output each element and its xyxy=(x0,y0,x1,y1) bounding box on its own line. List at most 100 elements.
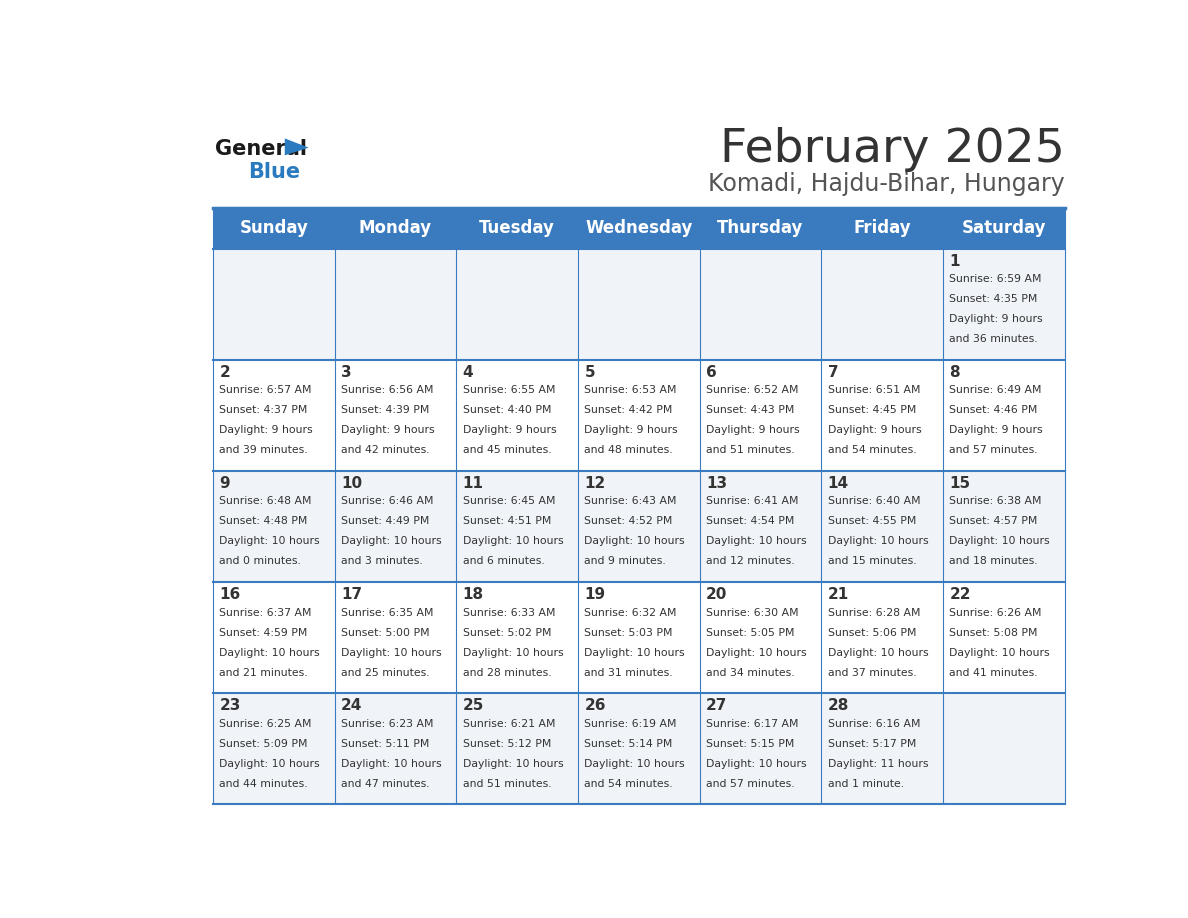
Text: Sunrise: 6:37 AM: Sunrise: 6:37 AM xyxy=(220,608,312,618)
Text: 19: 19 xyxy=(584,587,606,602)
Text: 18: 18 xyxy=(462,587,484,602)
Text: Sunrise: 6:38 AM: Sunrise: 6:38 AM xyxy=(949,497,1042,507)
Text: 2: 2 xyxy=(220,364,230,380)
Text: Sunrise: 6:35 AM: Sunrise: 6:35 AM xyxy=(341,608,434,618)
Text: Daylight: 9 hours: Daylight: 9 hours xyxy=(949,425,1043,435)
Text: February 2025: February 2025 xyxy=(720,127,1064,172)
Text: Sunrise: 6:59 AM: Sunrise: 6:59 AM xyxy=(949,274,1042,285)
Text: 4: 4 xyxy=(462,364,473,380)
Text: and 41 minutes.: and 41 minutes. xyxy=(949,667,1038,677)
Text: 12: 12 xyxy=(584,476,606,491)
Text: Sunset: 5:08 PM: Sunset: 5:08 PM xyxy=(949,628,1038,638)
Bar xyxy=(213,693,1064,804)
Text: 25: 25 xyxy=(462,698,484,713)
Text: and 47 minutes.: and 47 minutes. xyxy=(341,778,430,789)
Text: and 0 minutes.: and 0 minutes. xyxy=(220,556,302,566)
Text: 16: 16 xyxy=(220,587,241,602)
Text: Daylight: 10 hours: Daylight: 10 hours xyxy=(462,647,563,657)
Text: Sunrise: 6:51 AM: Sunrise: 6:51 AM xyxy=(828,386,921,396)
Text: Sunrise: 6:16 AM: Sunrise: 6:16 AM xyxy=(828,719,921,729)
Text: 27: 27 xyxy=(706,698,727,713)
Text: Blue: Blue xyxy=(248,162,301,183)
Text: Daylight: 10 hours: Daylight: 10 hours xyxy=(828,647,928,657)
Text: Sunrise: 6:53 AM: Sunrise: 6:53 AM xyxy=(584,386,677,396)
Text: General: General xyxy=(215,139,307,159)
Text: 11: 11 xyxy=(462,476,484,491)
Text: Daylight: 10 hours: Daylight: 10 hours xyxy=(462,758,563,768)
Text: Sunset: 4:54 PM: Sunset: 4:54 PM xyxy=(706,517,795,526)
Text: Sunrise: 6:23 AM: Sunrise: 6:23 AM xyxy=(341,719,434,729)
Text: and 57 minutes.: and 57 minutes. xyxy=(706,778,795,789)
Text: and 51 minutes.: and 51 minutes. xyxy=(462,778,551,789)
Text: Daylight: 9 hours: Daylight: 9 hours xyxy=(462,425,556,435)
Bar xyxy=(700,207,821,249)
Text: 10: 10 xyxy=(341,476,362,491)
Text: Daylight: 10 hours: Daylight: 10 hours xyxy=(220,758,320,768)
Text: 20: 20 xyxy=(706,587,727,602)
Text: and 44 minutes.: and 44 minutes. xyxy=(220,778,308,789)
Bar xyxy=(943,207,1064,249)
Text: and 54 minutes.: and 54 minutes. xyxy=(584,778,674,789)
Text: Sunset: 4:52 PM: Sunset: 4:52 PM xyxy=(584,517,672,526)
Text: Sunday: Sunday xyxy=(239,219,308,237)
Text: Sunrise: 6:40 AM: Sunrise: 6:40 AM xyxy=(828,497,921,507)
Text: Sunset: 4:45 PM: Sunset: 4:45 PM xyxy=(828,406,916,415)
Text: Daylight: 10 hours: Daylight: 10 hours xyxy=(341,536,442,546)
Text: 15: 15 xyxy=(949,476,971,491)
Bar xyxy=(213,249,1064,360)
Text: Tuesday: Tuesday xyxy=(479,219,555,237)
Text: Saturday: Saturday xyxy=(961,219,1045,237)
Text: 8: 8 xyxy=(949,364,960,380)
Text: 24: 24 xyxy=(341,698,362,713)
Text: Daylight: 10 hours: Daylight: 10 hours xyxy=(706,647,807,657)
Text: Sunset: 4:35 PM: Sunset: 4:35 PM xyxy=(949,294,1038,304)
Text: Daylight: 10 hours: Daylight: 10 hours xyxy=(949,536,1050,546)
Text: Sunset: 5:06 PM: Sunset: 5:06 PM xyxy=(828,628,916,638)
Text: 26: 26 xyxy=(584,698,606,713)
Text: Sunrise: 6:57 AM: Sunrise: 6:57 AM xyxy=(220,386,312,396)
Text: Sunset: 5:09 PM: Sunset: 5:09 PM xyxy=(220,739,308,749)
Text: and 36 minutes.: and 36 minutes. xyxy=(949,334,1038,344)
Text: Daylight: 9 hours: Daylight: 9 hours xyxy=(584,425,678,435)
Text: Sunset: 4:46 PM: Sunset: 4:46 PM xyxy=(949,406,1038,415)
Text: Daylight: 10 hours: Daylight: 10 hours xyxy=(706,758,807,768)
Text: Daylight: 10 hours: Daylight: 10 hours xyxy=(706,536,807,546)
Text: Sunset: 5:14 PM: Sunset: 5:14 PM xyxy=(584,739,672,749)
Text: and 57 minutes.: and 57 minutes. xyxy=(949,445,1038,455)
Text: Sunrise: 6:46 AM: Sunrise: 6:46 AM xyxy=(341,497,434,507)
Text: Sunrise: 6:17 AM: Sunrise: 6:17 AM xyxy=(706,719,798,729)
Text: and 54 minutes.: and 54 minutes. xyxy=(828,445,916,455)
Text: Sunrise: 6:55 AM: Sunrise: 6:55 AM xyxy=(462,386,555,396)
Text: Sunrise: 6:45 AM: Sunrise: 6:45 AM xyxy=(462,497,555,507)
Text: Daylight: 9 hours: Daylight: 9 hours xyxy=(828,425,922,435)
Text: Sunset: 4:51 PM: Sunset: 4:51 PM xyxy=(462,517,551,526)
Bar xyxy=(213,471,1064,582)
Text: and 6 minutes.: and 6 minutes. xyxy=(462,556,544,566)
Text: Daylight: 10 hours: Daylight: 10 hours xyxy=(220,536,320,546)
Text: Sunset: 4:37 PM: Sunset: 4:37 PM xyxy=(220,406,308,415)
Text: Friday: Friday xyxy=(853,219,911,237)
Text: Daylight: 10 hours: Daylight: 10 hours xyxy=(584,647,685,657)
Text: and 1 minute.: and 1 minute. xyxy=(828,778,904,789)
Text: Sunset: 4:40 PM: Sunset: 4:40 PM xyxy=(462,406,551,415)
Text: 1: 1 xyxy=(949,253,960,269)
Text: 9: 9 xyxy=(220,476,230,491)
Text: Sunrise: 6:28 AM: Sunrise: 6:28 AM xyxy=(828,608,921,618)
Bar xyxy=(577,207,700,249)
Polygon shape xyxy=(285,139,309,155)
Text: Sunrise: 6:30 AM: Sunrise: 6:30 AM xyxy=(706,608,798,618)
Text: and 37 minutes.: and 37 minutes. xyxy=(828,667,916,677)
Text: Daylight: 9 hours: Daylight: 9 hours xyxy=(949,314,1043,324)
Text: Daylight: 10 hours: Daylight: 10 hours xyxy=(584,536,685,546)
Text: Sunset: 5:12 PM: Sunset: 5:12 PM xyxy=(462,739,551,749)
Text: 5: 5 xyxy=(584,364,595,380)
Text: Daylight: 10 hours: Daylight: 10 hours xyxy=(828,536,928,546)
Text: Sunset: 4:57 PM: Sunset: 4:57 PM xyxy=(949,517,1038,526)
Text: and 3 minutes.: and 3 minutes. xyxy=(341,556,423,566)
Text: and 12 minutes.: and 12 minutes. xyxy=(706,556,795,566)
Bar xyxy=(213,582,1064,693)
Text: Sunset: 5:11 PM: Sunset: 5:11 PM xyxy=(341,739,429,749)
Text: 13: 13 xyxy=(706,476,727,491)
Bar xyxy=(821,207,943,249)
Text: 3: 3 xyxy=(341,364,352,380)
